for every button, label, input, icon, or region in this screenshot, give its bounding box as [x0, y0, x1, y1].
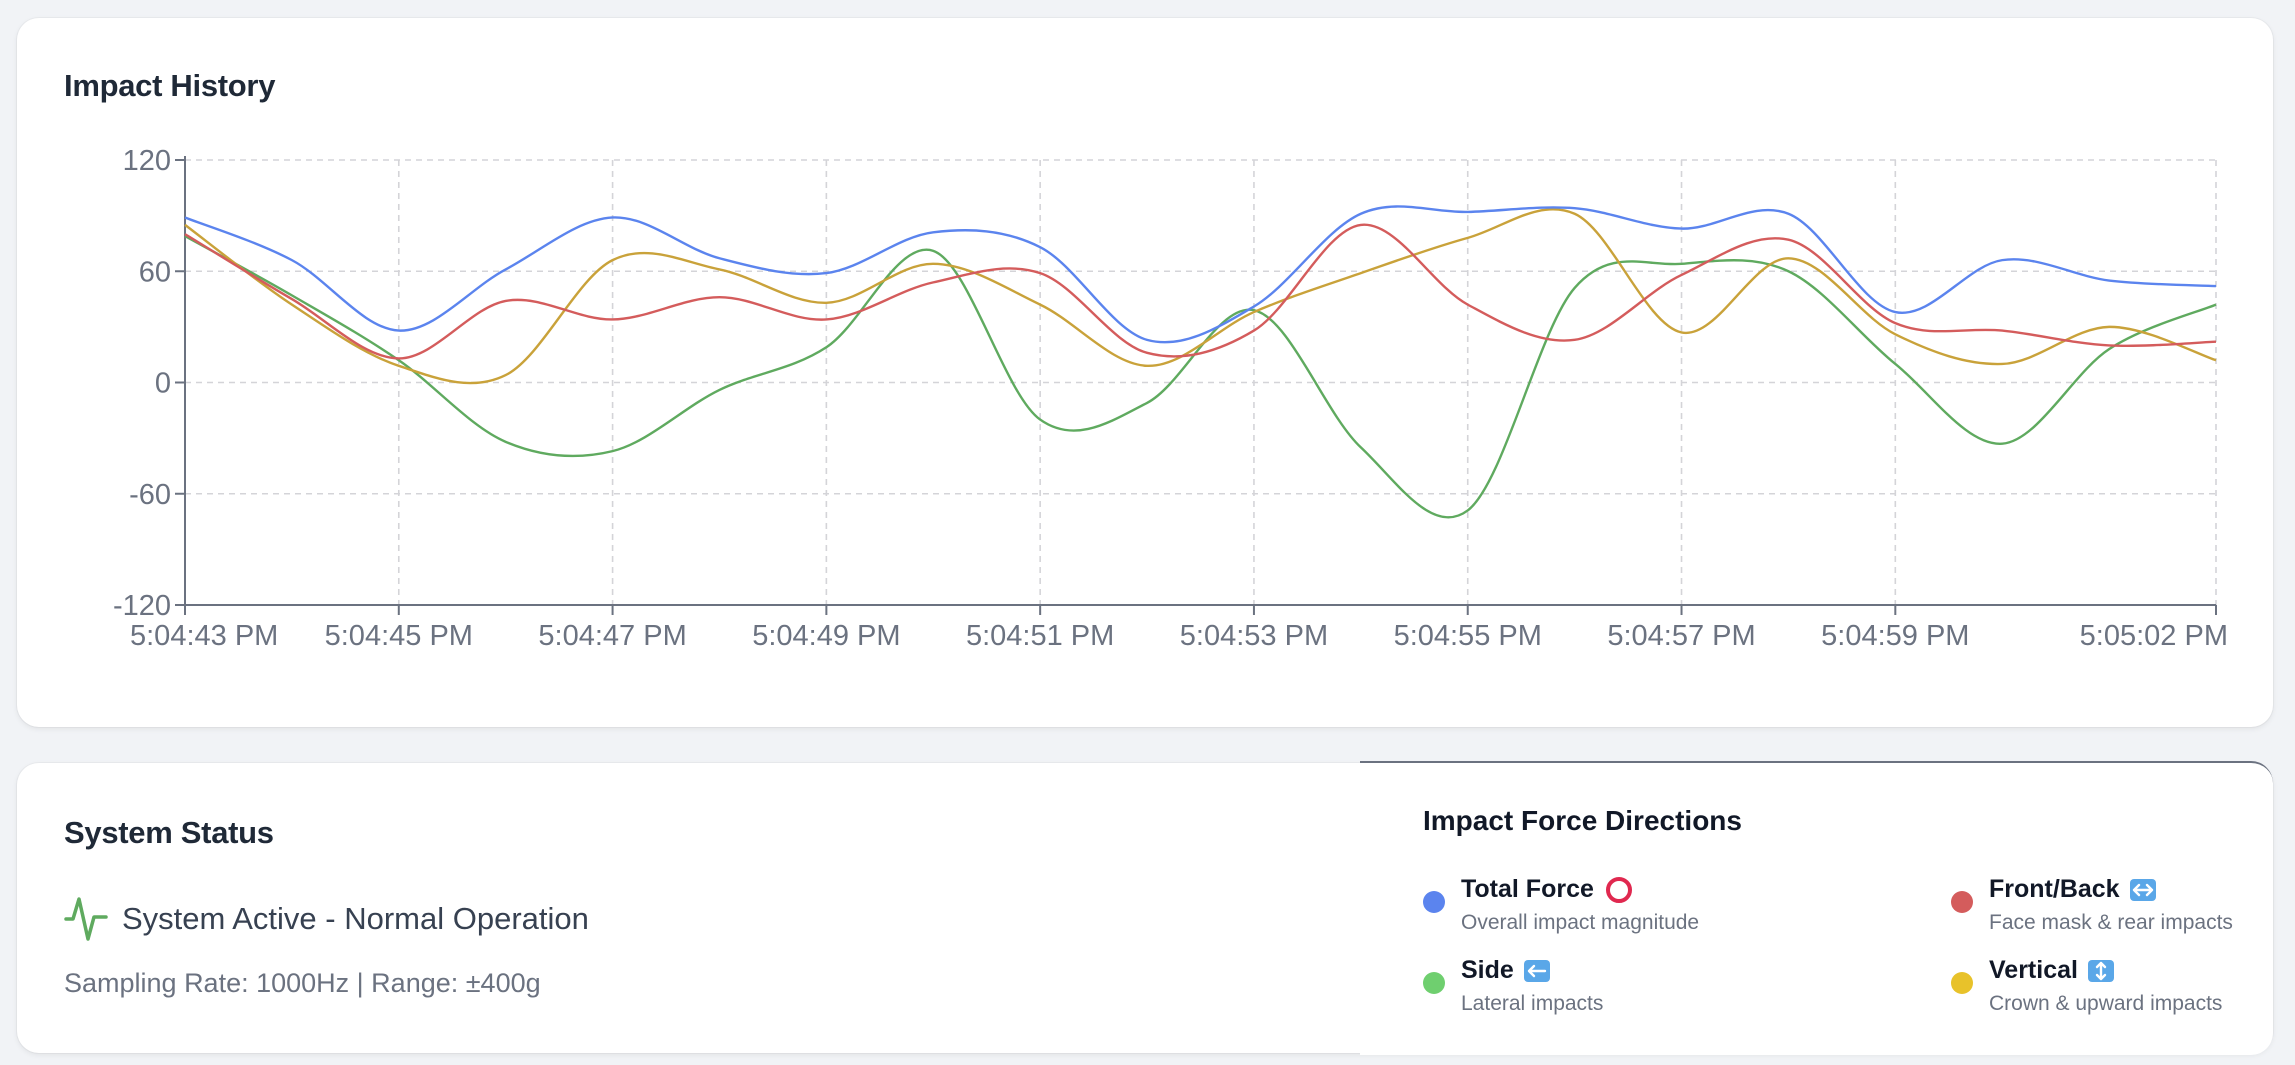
activity-pulse-icon [64, 897, 108, 941]
x-tick-label: 5:04:59 PM [1821, 620, 1969, 652]
legend-name-total-force: Total Force [1461, 875, 1594, 903]
x-tick-label: 5:05:02 PM [2080, 620, 2228, 652]
status-line: System Active - Normal Operation [64, 895, 589, 943]
ring-icon [1605, 876, 1632, 903]
legend-desc-total-force: Overall impact magnitude [1461, 911, 1700, 934]
impact-history-card: Impact History -120 -60 0 60 120 5:04:43 PM 5:… [17, 18, 2273, 727]
y-tick-label: 60 [139, 256, 171, 288]
x-tick-label: 5:04:47 PM [538, 620, 686, 652]
series-line-total-force [184, 205, 2217, 344]
legend-desc-vertical: Crown & upward impacts [1989, 992, 2223, 1015]
x-tick-label: 5:04:51 PM [966, 620, 1114, 652]
up-down-arrow-icon [2087, 959, 2114, 982]
legend-title: Impact Force Directions [1423, 805, 1742, 836]
series-line-side [184, 234, 2217, 519]
chart-series [184, 205, 2217, 519]
series-line-front-back [184, 223, 2217, 360]
x-tick-label: 5:04:49 PM [752, 620, 900, 652]
y-tick-label: -120 [113, 590, 171, 622]
sampling-rate-text: Sampling Rate: 1000Hz | Range: ±400g [64, 968, 541, 998]
x-tick-label: 5:04:53 PM [1180, 620, 1328, 652]
total-force-dot [1423, 891, 1445, 913]
x-tick-label: 5:04:45 PM [325, 620, 473, 652]
left-right-arrow-icon [2129, 878, 2156, 901]
vertical-dot [1951, 972, 1973, 994]
chart-grid [185, 159, 2217, 605]
legend-name-vertical: Vertical [1989, 956, 2078, 984]
side-dot [1423, 972, 1445, 994]
legend-name-front-back: Front/Back [1989, 875, 2120, 903]
status-title: System Status [64, 815, 274, 850]
impact-history-chart: -120 -60 0 60 120 5:04:43 PM 5:04:45 PM 5:04:47… [113, 145, 2228, 652]
impact-direction-legend: Impact Force Directions Total Force Over… [1360, 761, 2273, 1055]
x-tick-label: 5:04:55 PM [1394, 620, 1542, 652]
chart-tick-labels: -120 -60 0 60 120 5:04:43 PM 5:04:45 PM 5:04:47… [113, 145, 2228, 652]
y-tick-label: 120 [123, 145, 171, 177]
chart-title: Impact History [64, 68, 276, 103]
x-tick-label: 5:04:43 PM [130, 620, 278, 652]
legend-name-side: Side [1461, 956, 1514, 984]
status-active-text: System Active - Normal Operation [122, 901, 589, 936]
left-arrow-icon [1523, 959, 1550, 982]
x-tick-label: 5:04:57 PM [1607, 620, 1755, 652]
y-tick-label: 0 [155, 368, 171, 400]
front-back-dot [1951, 891, 1973, 913]
system-status-card: System Status System Active - Normal Ope… [17, 761, 2273, 1055]
legend-desc-front-back: Face mask & rear impacts [1989, 911, 2233, 934]
series-line-vertical [184, 208, 2217, 385]
y-tick-label: -60 [129, 479, 171, 511]
legend-desc-side: Lateral impacts [1461, 992, 1604, 1015]
chart-axes [175, 156, 2217, 615]
